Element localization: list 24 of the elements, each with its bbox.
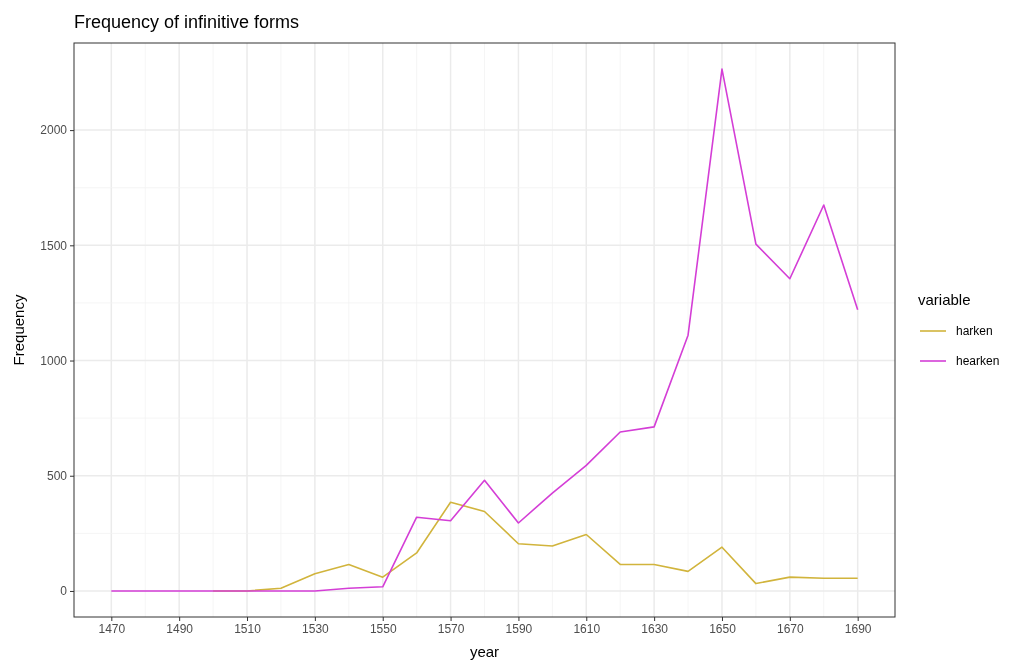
y-tick-label: 0	[60, 584, 68, 599]
x-tick-label: 1490	[166, 621, 194, 636]
x-tick-label: 1510	[234, 621, 262, 636]
line-series	[110, 68, 859, 592]
x-tick-label: 1550	[369, 621, 397, 636]
x-tick-label: 1610	[573, 621, 601, 636]
x-tick-label: 1470	[98, 621, 126, 636]
y-tick-label: 1500	[40, 238, 68, 253]
x-tick-label: 1690	[844, 621, 872, 636]
x-tick-label: 1530	[302, 621, 330, 636]
x-tick-label: 1590	[505, 621, 533, 636]
legend-label: hearken	[956, 354, 1000, 368]
y-tick-label: 1000	[40, 353, 68, 368]
x-tick-label: 1670	[776, 621, 804, 636]
y-axis-title: Frequency	[10, 294, 27, 366]
x-axis-title: year	[469, 643, 500, 660]
y-tick-label: 500	[46, 469, 68, 484]
chart-title: Frequency of infinitive forms	[74, 12, 300, 32]
x-tick-label: 1630	[641, 621, 669, 636]
legend-label: harken	[956, 324, 993, 338]
y-tick-label: 2000	[40, 123, 68, 138]
legend-title: variable	[918, 291, 971, 308]
x-tick-label: 1650	[709, 621, 737, 636]
x-tick-label: 1570	[437, 621, 465, 636]
